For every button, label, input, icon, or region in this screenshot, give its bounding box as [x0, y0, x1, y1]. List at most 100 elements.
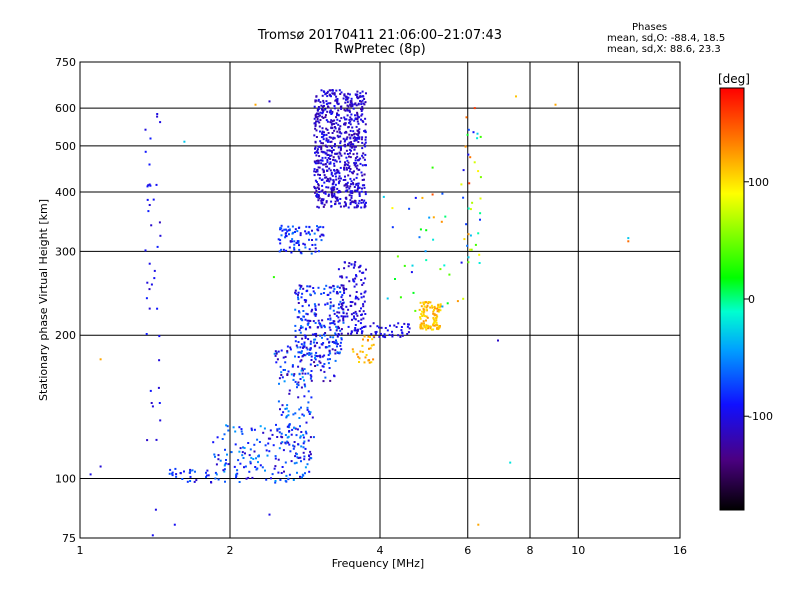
data-point	[351, 172, 354, 175]
data-point	[425, 301, 428, 304]
data-point	[515, 95, 517, 98]
data-point	[316, 326, 319, 329]
data-point	[318, 177, 321, 180]
data-point	[287, 414, 290, 417]
data-point	[267, 437, 270, 440]
data-point	[322, 138, 325, 141]
data-point	[378, 335, 381, 338]
data-point	[317, 250, 320, 253]
data-point	[299, 456, 302, 459]
data-point	[350, 183, 353, 186]
data-point	[338, 327, 340, 330]
data-point	[148, 204, 151, 206]
data-point	[355, 145, 357, 148]
data-point	[354, 202, 357, 205]
data-point	[306, 463, 309, 466]
data-point	[355, 125, 358, 128]
data-point	[224, 462, 227, 465]
data-point	[318, 322, 321, 325]
data-point	[303, 243, 306, 246]
data-point	[337, 170, 340, 173]
data-point	[189, 480, 192, 482]
data-point	[427, 302, 430, 305]
data-point	[324, 152, 327, 155]
data-point	[175, 473, 178, 476]
data-point	[388, 333, 391, 336]
data-point	[238, 450, 241, 453]
y-axis-label: Stationary phase Virtual Height [km]	[37, 199, 50, 401]
data-point	[438, 325, 441, 328]
data-point	[312, 290, 315, 293]
data-point	[323, 174, 326, 177]
data-point	[284, 361, 287, 364]
data-point	[319, 174, 321, 176]
data-point	[509, 461, 512, 464]
data-point	[333, 105, 336, 107]
data-point	[379, 332, 382, 335]
y-tick-label: 600	[55, 102, 76, 115]
data-point	[329, 141, 332, 143]
data-point	[286, 351, 289, 354]
data-point	[323, 170, 325, 173]
data-point	[302, 434, 305, 437]
data-point	[174, 467, 177, 470]
data-point	[297, 298, 300, 301]
data-point	[345, 149, 348, 152]
data-point	[340, 328, 343, 331]
data-point	[468, 182, 471, 185]
data-point	[309, 342, 312, 345]
colorbar-tick-label: 100	[748, 176, 769, 189]
data-point	[299, 331, 302, 334]
data-point	[254, 103, 257, 106]
data-point	[326, 90, 329, 93]
data-point	[325, 103, 328, 106]
data-point	[342, 97, 345, 100]
data-point	[299, 234, 302, 237]
data-point	[334, 152, 337, 155]
data-point	[401, 332, 404, 335]
data-point	[335, 152, 338, 155]
data-point	[148, 262, 151, 265]
data-point	[343, 152, 346, 155]
data-point	[353, 317, 356, 320]
data-point	[300, 343, 303, 346]
data-point	[325, 201, 328, 204]
data-point	[320, 104, 323, 107]
data-point	[225, 459, 227, 461]
data-point	[297, 351, 300, 354]
data-point	[295, 434, 298, 437]
data-point	[287, 441, 290, 444]
data-point	[353, 280, 356, 283]
data-point	[296, 230, 299, 233]
data-point	[323, 354, 326, 357]
data-point	[338, 351, 341, 354]
data-point	[328, 367, 331, 369]
data-point	[179, 472, 182, 474]
data-point	[309, 436, 312, 439]
data-point	[369, 336, 371, 338]
data-point	[326, 159, 329, 161]
data-point	[347, 308, 350, 311]
data-point	[313, 117, 316, 120]
data-point	[329, 317, 332, 320]
data-point	[304, 246, 307, 249]
data-point	[336, 134, 339, 137]
data-point	[478, 253, 481, 256]
data-point	[280, 234, 283, 237]
data-point	[428, 216, 431, 219]
data-point	[321, 130, 324, 133]
data-point	[348, 148, 351, 151]
data-point	[322, 117, 325, 119]
data-point	[290, 460, 293, 463]
data-point	[285, 474, 288, 477]
data-point	[320, 326, 323, 329]
data-point	[346, 164, 349, 166]
data-point	[339, 341, 342, 344]
data-point	[330, 136, 333, 139]
data-point	[344, 202, 347, 205]
data-point	[354, 114, 356, 117]
data-point	[363, 98, 366, 100]
data-point	[168, 472, 171, 475]
data-point	[358, 136, 361, 139]
data-point	[334, 99, 337, 102]
